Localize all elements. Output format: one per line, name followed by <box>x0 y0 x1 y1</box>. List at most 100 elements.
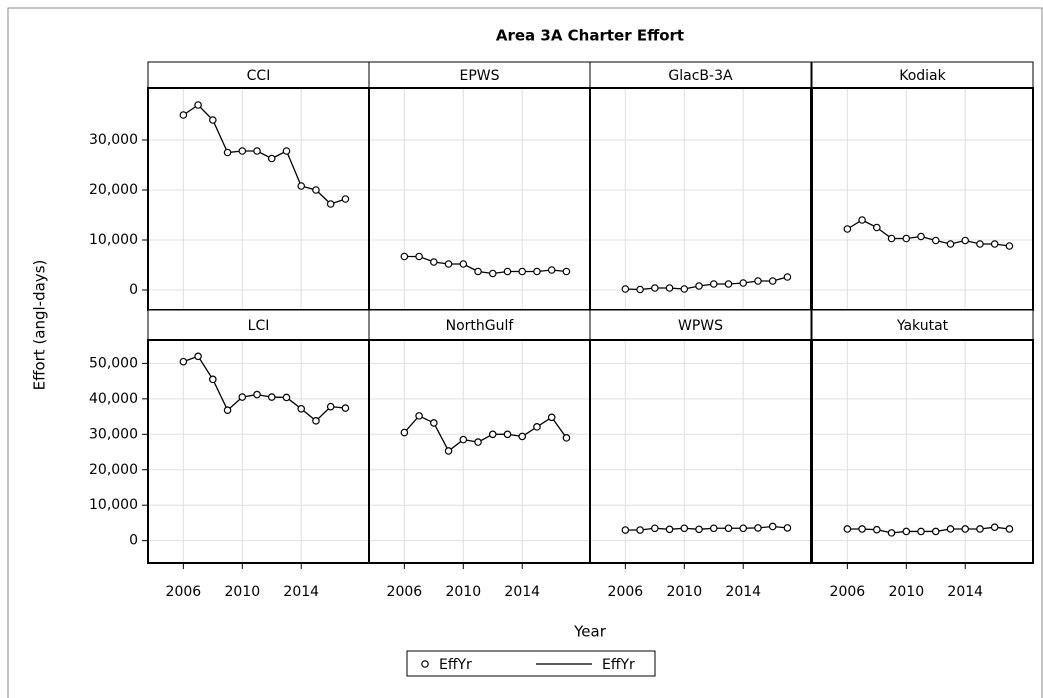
x-axis-label: Year <box>573 623 607 641</box>
data-point <box>695 525 703 534</box>
x-tick-label: 2006 <box>166 584 202 600</box>
data-point <box>312 186 320 194</box>
data-point <box>488 269 497 278</box>
panel-label: EPWS <box>459 68 499 84</box>
panel-header <box>589 61 812 89</box>
data-point <box>533 267 541 276</box>
data-point <box>783 273 792 281</box>
data-point <box>341 195 350 203</box>
data-point <box>179 111 188 119</box>
data-point <box>768 522 777 531</box>
panel-label: GlacB-3A <box>668 68 733 84</box>
x-tick-label: 2006 <box>608 584 644 600</box>
data-point <box>695 282 703 290</box>
data-point <box>768 277 777 285</box>
legend-label: EffYr <box>439 657 472 673</box>
data-point <box>179 357 188 366</box>
panel-label: Yakutat <box>896 318 949 334</box>
legend-label: EffYr <box>602 657 635 673</box>
data-point <box>873 223 881 232</box>
data-point <box>194 352 202 361</box>
data-point <box>474 267 482 276</box>
data-point <box>1005 525 1014 533</box>
y-tick-label: 10,000 <box>89 232 138 248</box>
data-point <box>917 232 925 241</box>
panel-label: CCI <box>247 68 271 84</box>
data-point <box>562 267 571 276</box>
data-point <box>400 428 409 437</box>
data-point <box>400 252 409 261</box>
y-tick-label: 0 <box>129 533 138 549</box>
data-point <box>887 529 896 537</box>
x-tick-label: 2010 <box>224 584 260 600</box>
data-point <box>961 525 970 533</box>
data-point <box>326 402 335 411</box>
y-tick-label: 10,000 <box>89 497 138 513</box>
data-point <box>430 258 438 266</box>
data-point <box>503 430 512 439</box>
data-point <box>444 447 453 455</box>
data-point <box>312 417 320 425</box>
data-point <box>326 200 335 208</box>
y-tick-label: 30,000 <box>89 132 138 148</box>
data-point <box>1005 242 1014 250</box>
data-point <box>680 524 689 533</box>
data-point <box>739 279 748 287</box>
data-point <box>754 524 762 532</box>
y-tick-label: 50,000 <box>89 355 138 371</box>
data-point <box>680 285 689 293</box>
frame <box>7 7 1043 698</box>
data-point <box>961 236 970 245</box>
x-tick-label: 2010 <box>445 584 481 600</box>
data-point <box>724 280 733 288</box>
data-point <box>858 216 866 224</box>
data-point <box>223 148 232 157</box>
data-point <box>990 240 999 248</box>
panel-header <box>147 309 370 341</box>
y-tick-label: 40,000 <box>89 391 138 407</box>
data-point <box>518 432 527 441</box>
x-tick-label: 2014 <box>947 584 983 600</box>
data-point <box>858 525 866 533</box>
data-point <box>488 430 497 439</box>
x-tick-label: 2014 <box>504 584 540 600</box>
y-axis-label: Effort (angl-days) <box>31 260 49 391</box>
panel-border <box>811 339 1034 564</box>
data-point <box>902 527 911 536</box>
data-point <box>931 527 940 536</box>
data-point <box>474 438 482 446</box>
y-tick-label: 20,000 <box>89 182 138 198</box>
chart-title: Area 3A Charter Effort <box>496 27 684 45</box>
data-point <box>341 404 350 412</box>
data-point <box>430 419 438 427</box>
panel-label: LCI <box>248 318 270 334</box>
data-point <box>444 260 453 268</box>
data-point <box>267 393 276 401</box>
data-point <box>297 182 306 190</box>
y-tick-label: 20,000 <box>89 462 138 478</box>
data-point <box>621 285 630 293</box>
data-point <box>636 285 644 294</box>
data-point <box>518 267 527 276</box>
data-point <box>297 404 306 413</box>
data-point <box>651 524 659 533</box>
data-point <box>533 423 541 431</box>
data-point <box>902 234 911 243</box>
data-point <box>946 525 955 533</box>
data-point <box>547 413 556 422</box>
data-point <box>931 236 940 245</box>
data-point <box>917 527 925 536</box>
data-point <box>415 252 423 261</box>
data-point <box>282 147 291 155</box>
y-tick-label: 30,000 <box>89 426 138 442</box>
panel-label: WPWS <box>678 318 723 334</box>
x-tick-label: 2014 <box>725 584 761 600</box>
data-point <box>267 154 276 163</box>
x-tick-label: 2014 <box>283 584 319 600</box>
data-point <box>709 280 718 288</box>
data-point <box>976 240 984 248</box>
panel-header <box>368 309 591 341</box>
data-point <box>562 434 571 442</box>
data-point <box>209 116 217 124</box>
x-tick-label: 2006 <box>387 584 423 600</box>
